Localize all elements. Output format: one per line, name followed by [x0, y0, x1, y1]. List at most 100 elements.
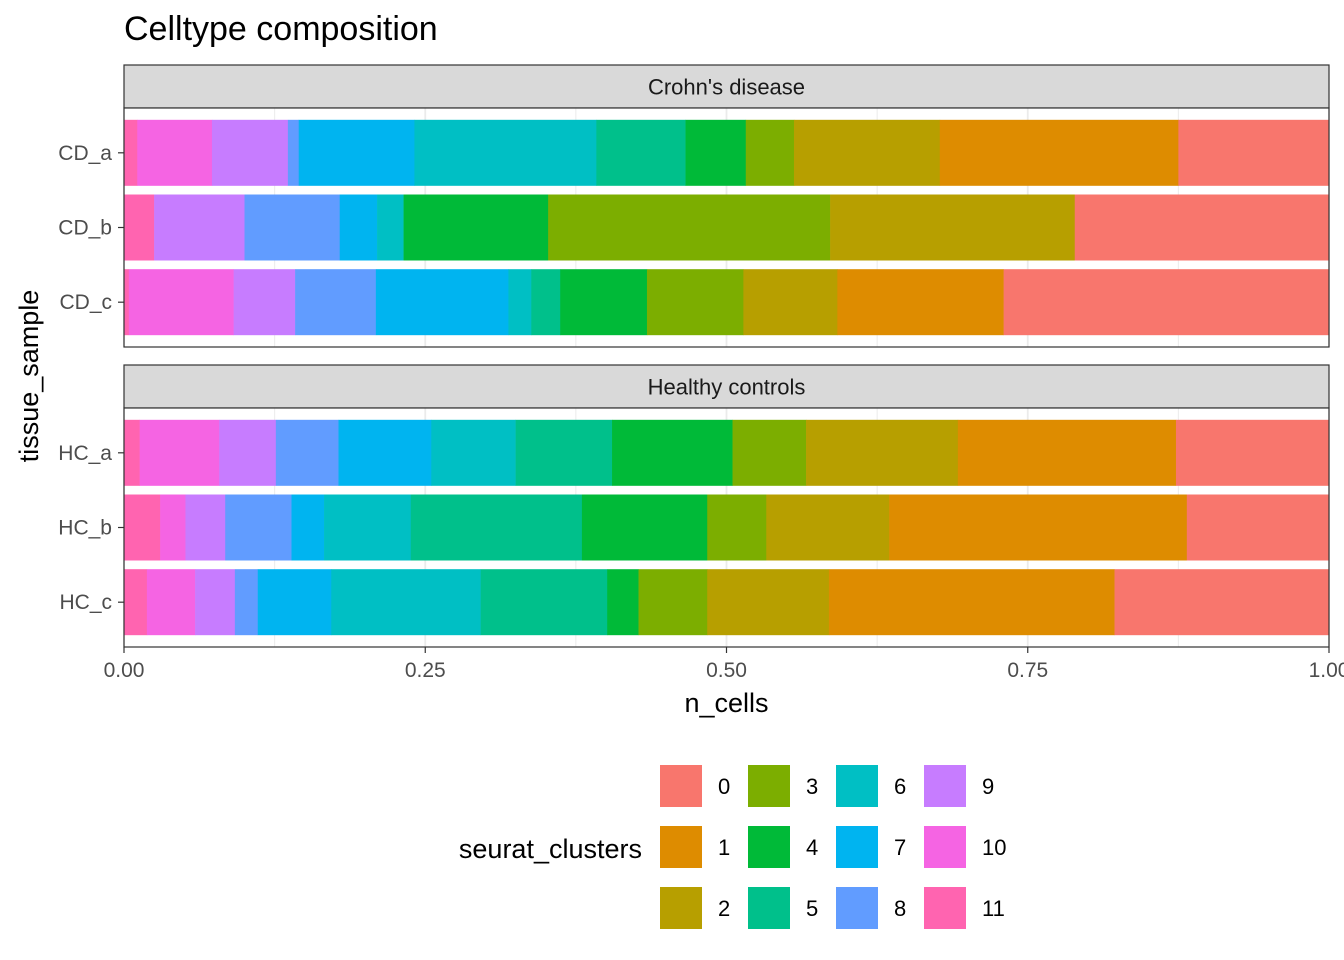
- bar-segment-cluster-11: [124, 419, 140, 486]
- x-tick-label: 1.00: [1309, 659, 1344, 682]
- bar-segment-cluster-8: [287, 119, 300, 186]
- bar-HC_a: [124, 419, 1330, 486]
- y-tick-label: CD_a: [58, 142, 112, 165]
- legend-swatch: [660, 765, 702, 807]
- legend-label: 7: [894, 835, 906, 860]
- bar-segment-cluster-7: [291, 494, 325, 561]
- bar-segment-cluster-1: [889, 494, 1188, 561]
- bar-segment-cluster-3: [732, 419, 807, 486]
- legend-swatch: [748, 887, 790, 929]
- bar-segment-cluster-8: [295, 269, 377, 336]
- bar-segment-cluster-2: [743, 269, 838, 336]
- bar-segment-cluster-4: [560, 269, 648, 336]
- bar-segment-cluster-3: [638, 569, 708, 636]
- bar-segment-cluster-6: [431, 419, 516, 486]
- bar-segment-cluster-10: [128, 269, 234, 336]
- bar-segment-cluster-2: [806, 419, 959, 486]
- bar-segment-cluster-2: [830, 194, 1076, 261]
- y-tick-label: CD_c: [59, 291, 112, 314]
- bar-segment-cluster-5: [596, 119, 686, 186]
- facet-panel: Healthy controls HC_c HC_b HC_a: [58, 364, 1330, 648]
- x-tick-label: 0.25: [405, 659, 446, 682]
- bar-segment-cluster-8: [275, 419, 339, 486]
- legend: seurat_clusters 0 1 2 3 4 5 6 7 8 9 10 11: [459, 765, 1006, 929]
- x-axis: 0.00 0.25 0.50 0.75 1.00: [104, 647, 1344, 682]
- bar-segment-cluster-6: [331, 569, 481, 636]
- legend-item: 4: [748, 826, 818, 868]
- legend-swatch: [748, 765, 790, 807]
- bar-segment-cluster-0: [1186, 494, 1330, 561]
- chart-title: Celltype composition: [124, 10, 438, 48]
- bar-segment-cluster-9: [211, 119, 289, 186]
- legend-item: 3: [748, 765, 818, 807]
- bar-segment-cluster-4: [581, 494, 708, 561]
- facet-strip: [123, 364, 1330, 409]
- bar-segment-cluster-0: [1003, 269, 1330, 336]
- bar-segment-cluster-2: [766, 494, 890, 561]
- bar-segment-cluster-0: [1114, 569, 1330, 636]
- legend-label: 0: [718, 774, 730, 799]
- bar-segment-cluster-10: [160, 494, 186, 561]
- bar-segment-cluster-7: [257, 569, 332, 636]
- legend-label: 8: [894, 896, 906, 921]
- x-tick-label: 0.00: [104, 659, 145, 682]
- bar-segment-cluster-6: [508, 269, 532, 336]
- facet-strip-label: Healthy controls: [648, 375, 806, 400]
- bar-segment-cluster-3: [646, 269, 744, 336]
- bar-segment-cluster-9: [233, 269, 296, 336]
- legend-label: 11: [982, 896, 1005, 921]
- legend-label: 4: [806, 835, 818, 860]
- bar-segment-cluster-5: [515, 419, 613, 486]
- legend-item: 10: [924, 826, 1006, 868]
- y-axis-title: tissue_sample: [14, 290, 44, 463]
- bar-segment-cluster-7: [338, 419, 432, 486]
- bar-segment-cluster-9: [185, 494, 226, 561]
- bar-segment-cluster-10: [146, 569, 196, 636]
- bar-segment-cluster-4: [612, 419, 733, 486]
- legend-item: 1: [660, 826, 730, 868]
- legend-swatch: [924, 765, 966, 807]
- y-tick-label: HC_c: [59, 591, 112, 614]
- legend-title: seurat_clusters: [459, 834, 642, 864]
- legend-swatch: [748, 826, 790, 868]
- x-tick-label: 0.50: [706, 659, 747, 682]
- x-axis-title: n_cells: [684, 688, 768, 718]
- legend-swatch: [924, 887, 966, 929]
- legend-item: 8: [836, 887, 906, 929]
- bar-segment-cluster-5: [410, 494, 583, 561]
- x-tick-label: 0.75: [1007, 659, 1048, 682]
- bar-segment-cluster-0: [1178, 119, 1330, 186]
- bar-segment-cluster-10: [139, 419, 220, 486]
- bar-segment-cluster-5: [480, 569, 608, 636]
- legend-item: 5: [748, 887, 818, 929]
- legend-swatch: [836, 826, 878, 868]
- bar-segment-cluster-1: [837, 269, 1004, 336]
- bar-segment-cluster-11: [124, 269, 130, 336]
- legend-swatch: [660, 887, 702, 929]
- legend-label: 6: [894, 774, 906, 799]
- bar-segment-cluster-1: [939, 119, 1179, 186]
- bar-segment-cluster-6: [377, 194, 404, 261]
- legend-item: 0: [660, 765, 730, 807]
- legend-item: 7: [836, 826, 906, 868]
- legend-swatch: [660, 826, 702, 868]
- bar-segment-cluster-9: [154, 194, 245, 261]
- bar-segment-cluster-7: [339, 194, 378, 261]
- bar-segment-cluster-3: [745, 119, 795, 186]
- bar-segment-cluster-11: [124, 494, 161, 561]
- legend-swatch: [836, 765, 878, 807]
- legend-swatch: [924, 826, 966, 868]
- panels: Crohn's disease CD_c CD_b CD_a Healthy contr…: [58, 64, 1330, 648]
- bar-segment-cluster-4: [685, 119, 747, 186]
- bar-segment-cluster-9: [219, 419, 277, 486]
- legend-item: 2: [660, 887, 730, 929]
- legend-label: 9: [982, 774, 994, 799]
- bar-segment-cluster-10: [137, 119, 213, 186]
- bar-segment-cluster-11: [124, 119, 138, 186]
- bar-segment-cluster-1: [957, 419, 1177, 486]
- bar-segment-cluster-2: [707, 569, 830, 636]
- legend-swatch: [836, 887, 878, 929]
- bar-CD_c: [124, 269, 1330, 336]
- bar-segment-cluster-8: [234, 569, 259, 636]
